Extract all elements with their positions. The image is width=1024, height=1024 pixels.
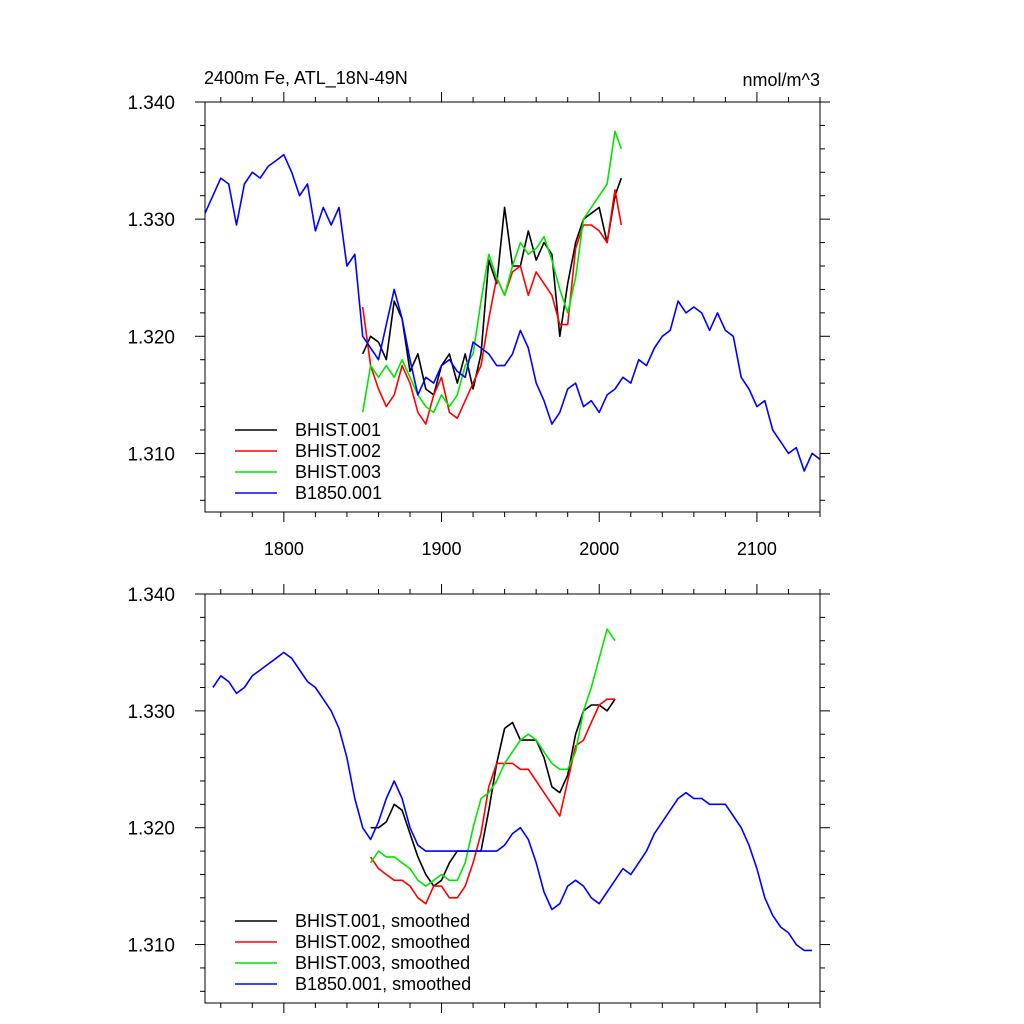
top-y-tick-label: 1.340 [127,93,175,114]
top-legend-label: B1850.001 [295,483,382,503]
top-y-tick-label: 1.320 [127,327,175,348]
bottom-series-line-bhist-002 [369,698,615,905]
top-series-line-bhist-001 [361,177,623,396]
top-series-group [205,130,820,472]
bottom-series-line-bhist-003 [369,628,616,887]
top-series-line-b1850-001 [205,153,820,472]
top-x-tick-label: 2100 [737,539,777,559]
bottom-legend-label: B1850.001, smoothed [295,974,471,994]
top-legend-label: BHIST.002 [295,441,381,461]
bottom-y-tick-label: 1.310 [127,936,175,957]
top-y-tick-label: 1.330 [127,210,175,231]
top-y-tick-label: 1.310 [127,444,175,465]
bottom-y-tick-label: 1.330 [127,702,175,723]
top-plot-frame [204,101,821,513]
bottom-legend-label: BHIST.001, smoothed [295,911,470,931]
top-series-line-bhist-002 [361,189,623,425]
bottom-plot-frame [204,593,821,1004]
top-legend-label: BHIST.003 [295,462,381,482]
bottom-series-line-b1850-001 [212,651,813,952]
bottom-y-tick-label: 1.340 [127,585,175,606]
top-x-tick-label: 2000 [579,539,619,559]
bottom-legend-label: BHIST.002, smoothed [295,932,470,952]
bottom-legend-label: BHIST.003, smoothed [295,953,470,973]
bottom-y-tick-label: 1.320 [127,819,175,840]
top-x-tick-label: 1800 [264,539,304,559]
bottom-series-line-bhist-001 [370,698,616,887]
top-legend-label: BHIST.001 [295,420,381,440]
chart-title: 2400m Fe, ATL_18N-49N [204,68,408,89]
bottom-series-group [212,628,813,952]
top-series-line-bhist-003 [361,130,623,414]
top-x-tick-label: 1900 [422,539,462,559]
units-label: nmol/m^3 [743,70,820,90]
top-panel-timeseries: 1800 1900 2000 2100 1.310 1.320 1.330 1.340 BHIS… [127,92,830,559]
